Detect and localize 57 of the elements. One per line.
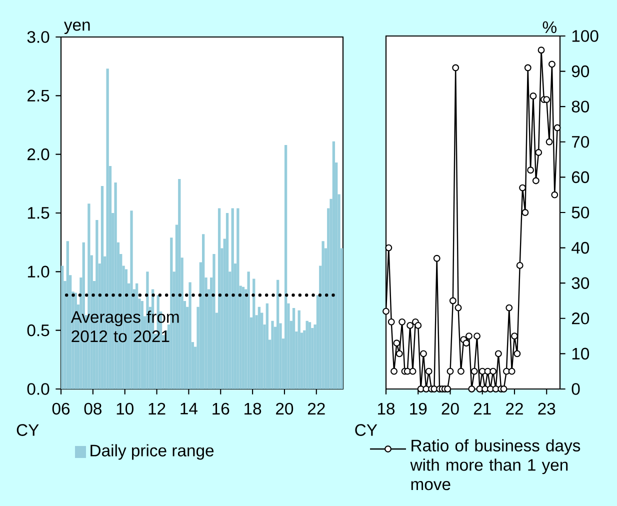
bar (66, 241, 69, 389)
legend-label: Ratio of business days with more than 1 yen move (410, 439, 580, 490)
y-tick-label: 90 (572, 65, 590, 78)
y-tick-label: 20 (572, 312, 590, 324)
bar (298, 310, 300, 389)
bar (178, 178, 181, 389)
y-tick-label: 60 (572, 171, 590, 184)
x-tick-label: 14 (180, 402, 198, 414)
bar (188, 282, 192, 389)
bar (226, 212, 229, 389)
x-tick-label: 06 (52, 402, 70, 415)
x-tick-label: 18 (244, 402, 262, 415)
bar (247, 272, 250, 389)
y-tick-label: 70 (572, 136, 590, 148)
x-tick-label: 22 (308, 402, 325, 414)
y-tick-label: 2.0 (28, 148, 50, 160)
bar (236, 208, 240, 389)
x-axis-title: CY (16, 424, 39, 436)
ref-line-label: Averages from 2012 to 2021 (70, 310, 179, 342)
y-tick-label: 0.0 (27, 383, 50, 395)
bar (252, 278, 256, 389)
x-tick-label: 16 (212, 402, 230, 415)
x-tick-label: 19 (410, 402, 427, 415)
bar (284, 144, 288, 389)
x-tick-label: 20 (442, 402, 459, 415)
y-tick-label: 2.5 (28, 90, 50, 102)
x-tick-label: 20 (276, 402, 294, 415)
bar (212, 254, 216, 389)
y-tick-label: 80 (572, 100, 590, 112)
y-tick-label: 100 (572, 30, 598, 42)
y-tick-label: 30 (572, 277, 590, 289)
y-tick-label: 50 (572, 206, 590, 218)
y-tick-label: 0 (572, 383, 580, 395)
x-tick-label: 12 (148, 402, 166, 414)
bar (266, 303, 269, 389)
x-tick-label: 10 (116, 402, 134, 415)
legend-label: Daily price range (90, 444, 214, 460)
x-tick-label: 08 (84, 402, 102, 415)
y-tick-label: 1.0 (28, 266, 50, 278)
bar (231, 208, 234, 389)
y-axis-title: % (542, 21, 556, 34)
x-tick-label: 23 (538, 402, 556, 415)
y-tick-label: 10 (572, 348, 590, 360)
bar (218, 208, 221, 389)
y-tick-label: 40 (572, 242, 590, 254)
y-tick-label: 3.0 (27, 31, 50, 43)
bar (292, 308, 296, 389)
y-tick-label: 0.5 (27, 324, 50, 336)
x-tick-label: 21 (474, 402, 491, 414)
y-tick-label: 1.5 (28, 207, 50, 219)
x-tick-label: 18 (378, 402, 395, 415)
x-axis-title: CY (355, 424, 378, 436)
bar (202, 234, 205, 389)
bar (276, 280, 280, 389)
y-axis-title: yen (64, 22, 90, 34)
bar (271, 320, 274, 389)
x-tick-label: 22 (506, 402, 523, 414)
